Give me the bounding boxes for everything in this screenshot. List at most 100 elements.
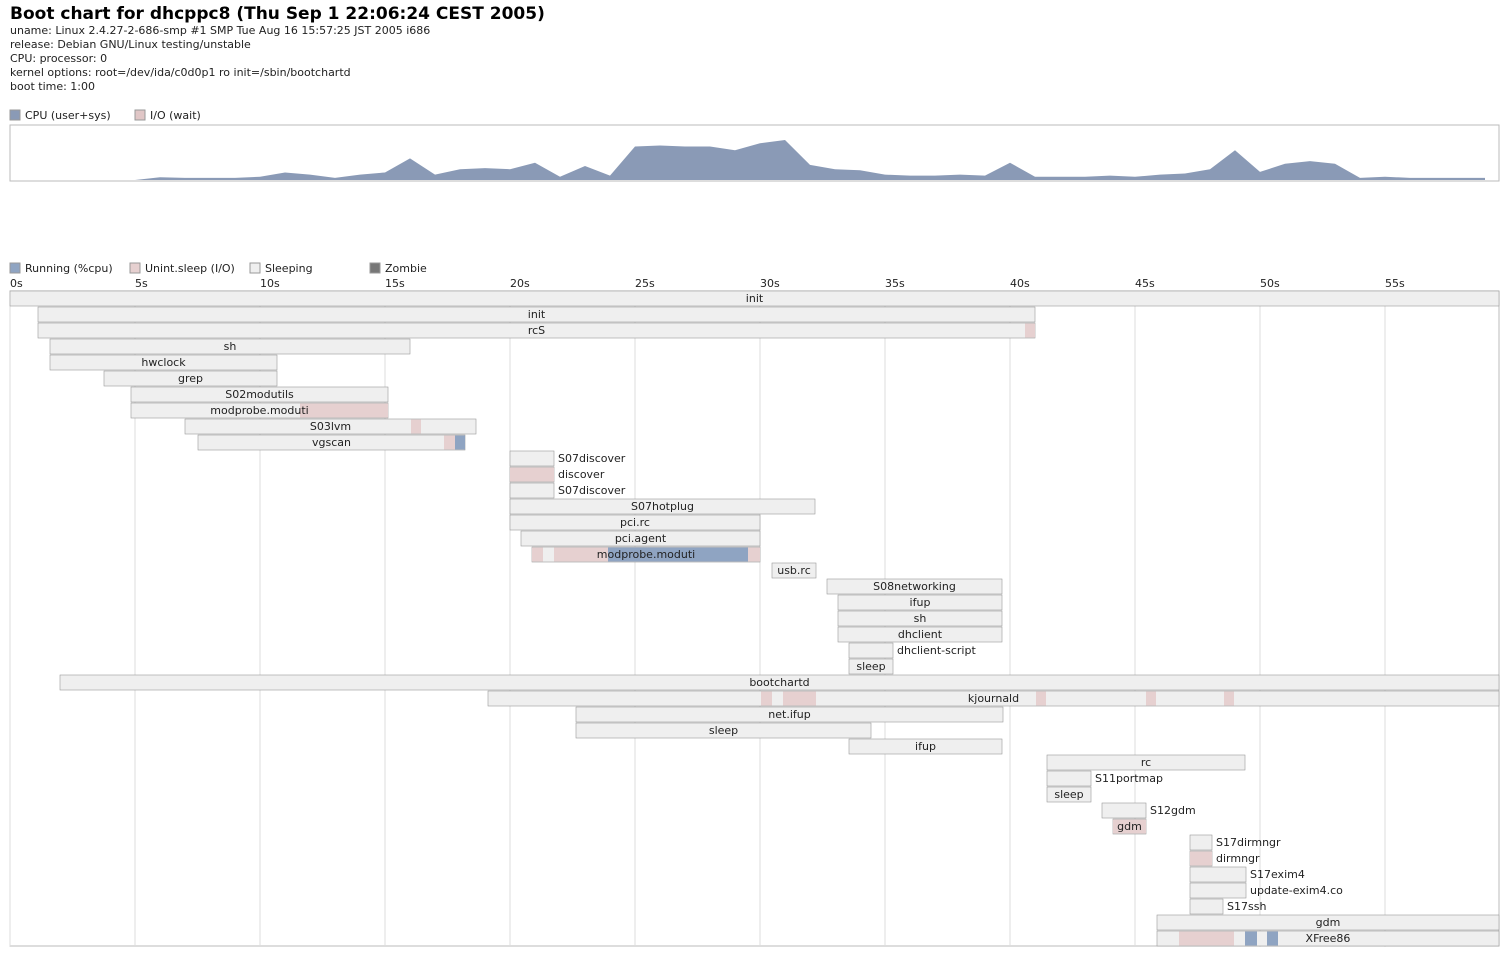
process-label: pci.agent	[615, 532, 667, 545]
legend-label: Unint.sleep (I/O)	[145, 262, 235, 275]
legend-label: CPU (user+sys)	[25, 109, 111, 122]
running-segment	[1267, 931, 1278, 946]
process-bar	[1046, 786, 1092, 803]
process-label: S11portmap	[1095, 772, 1163, 785]
legend-swatch	[249, 262, 261, 274]
x-tick-label: 55s	[1385, 277, 1405, 290]
process-bar	[575, 706, 1004, 723]
process-label: ifup	[910, 596, 931, 609]
process-label: pci.rc	[620, 516, 650, 529]
info-line: boot time: 1:00	[10, 80, 95, 93]
legend-swatch	[369, 262, 381, 274]
io-segment	[510, 467, 554, 482]
io-segment	[783, 691, 816, 706]
process-bar	[1156, 914, 1500, 931]
process-label: sleep	[856, 660, 885, 673]
process-bar	[509, 482, 555, 499]
legend-label: Sleeping	[265, 262, 313, 275]
process-bar	[1101, 802, 1147, 819]
io-segment	[1190, 851, 1212, 866]
x-tick-label: 10s	[260, 277, 280, 290]
process-label: dhclient-script	[897, 644, 976, 657]
process-bar	[848, 738, 1003, 755]
process-bar	[837, 610, 1003, 627]
running-segment	[455, 435, 465, 450]
process-bar	[487, 690, 1500, 707]
process-label: hwclock	[141, 356, 186, 369]
x-tick-label: 20s	[510, 277, 530, 290]
process-bar	[1156, 930, 1500, 947]
process-label: vgscan	[312, 436, 351, 449]
process-bar	[49, 338, 411, 355]
process-bar	[509, 514, 761, 531]
io-segment	[532, 547, 543, 562]
info-line: uname: Linux 2.4.27-2-686-smp #1 SMP Tue…	[10, 24, 430, 37]
process-label: update-exim4.co	[1250, 884, 1343, 897]
io-segment	[1036, 691, 1046, 706]
process-label: rcS	[528, 324, 545, 337]
process-label: S07hotplug	[631, 500, 694, 513]
process-label: S08networking	[873, 580, 956, 593]
process-label: grep	[178, 372, 203, 385]
process-bar	[826, 578, 1003, 595]
info-line: CPU: processor: 0	[10, 52, 107, 65]
io-segment	[1224, 691, 1234, 706]
io-segment	[1113, 819, 1146, 834]
process-label: discover	[558, 468, 605, 481]
io-segment	[1025, 323, 1035, 338]
process-label: XFree86	[1306, 932, 1351, 945]
io-segment	[761, 691, 772, 706]
io-segment	[748, 547, 760, 562]
process-bar	[837, 594, 1003, 611]
process-label: S17ssh	[1227, 900, 1266, 913]
process-label: dirmngr	[1216, 852, 1260, 865]
process-bar	[509, 498, 816, 515]
running-segment	[608, 547, 748, 562]
process-label: sh	[224, 340, 237, 353]
process-label: bootchartd	[749, 676, 809, 689]
process-label: S17exim4	[1250, 868, 1305, 881]
x-tick-label: 15s	[385, 277, 405, 290]
process-label: sleep	[709, 724, 738, 737]
io-segment	[444, 435, 455, 450]
legend-label: I/O (wait)	[150, 109, 201, 122]
legend-label: Zombie	[385, 262, 427, 275]
process-bar	[37, 306, 1036, 323]
process-label: kjournald	[968, 692, 1019, 705]
process-bar	[59, 674, 1500, 691]
process-bar	[848, 642, 894, 659]
process-label: S07discover	[558, 484, 626, 497]
process-bar	[848, 658, 894, 675]
io-segment	[300, 403, 388, 418]
process-bar	[130, 386, 389, 403]
process-label: ifup	[915, 740, 936, 753]
cpu-area	[10, 140, 1485, 180]
legend-swatch	[9, 109, 21, 121]
process-bar	[575, 722, 872, 739]
process-bar	[49, 354, 278, 371]
process-label: usb.rc	[777, 564, 811, 577]
process-bar	[1189, 834, 1213, 851]
x-tick-label: 0s	[10, 277, 23, 290]
process-label: init	[528, 308, 546, 321]
legend-swatch	[9, 262, 21, 274]
process-label: rc	[1141, 756, 1151, 769]
io-segment	[1146, 691, 1156, 706]
x-tick-label: 25s	[635, 277, 655, 290]
process-bar	[771, 562, 817, 579]
process-bar	[1189, 898, 1224, 915]
process-label: dhclient	[898, 628, 943, 641]
legend-swatch	[134, 109, 146, 121]
process-bar	[509, 450, 555, 467]
process-label: gdm	[1117, 820, 1142, 833]
process-label: modprobe.moduti	[597, 548, 695, 561]
x-tick-label: 50s	[1260, 277, 1280, 290]
process-bar	[837, 626, 1003, 643]
info-line: release: Debian GNU/Linux testing/unstab…	[10, 38, 251, 51]
process-label: S03lvm	[310, 420, 351, 433]
process-bar	[1189, 866, 1247, 883]
io-segment	[1179, 931, 1234, 946]
legend-swatch	[129, 262, 141, 274]
process-label: sleep	[1054, 788, 1083, 801]
x-tick-label: 35s	[885, 277, 905, 290]
